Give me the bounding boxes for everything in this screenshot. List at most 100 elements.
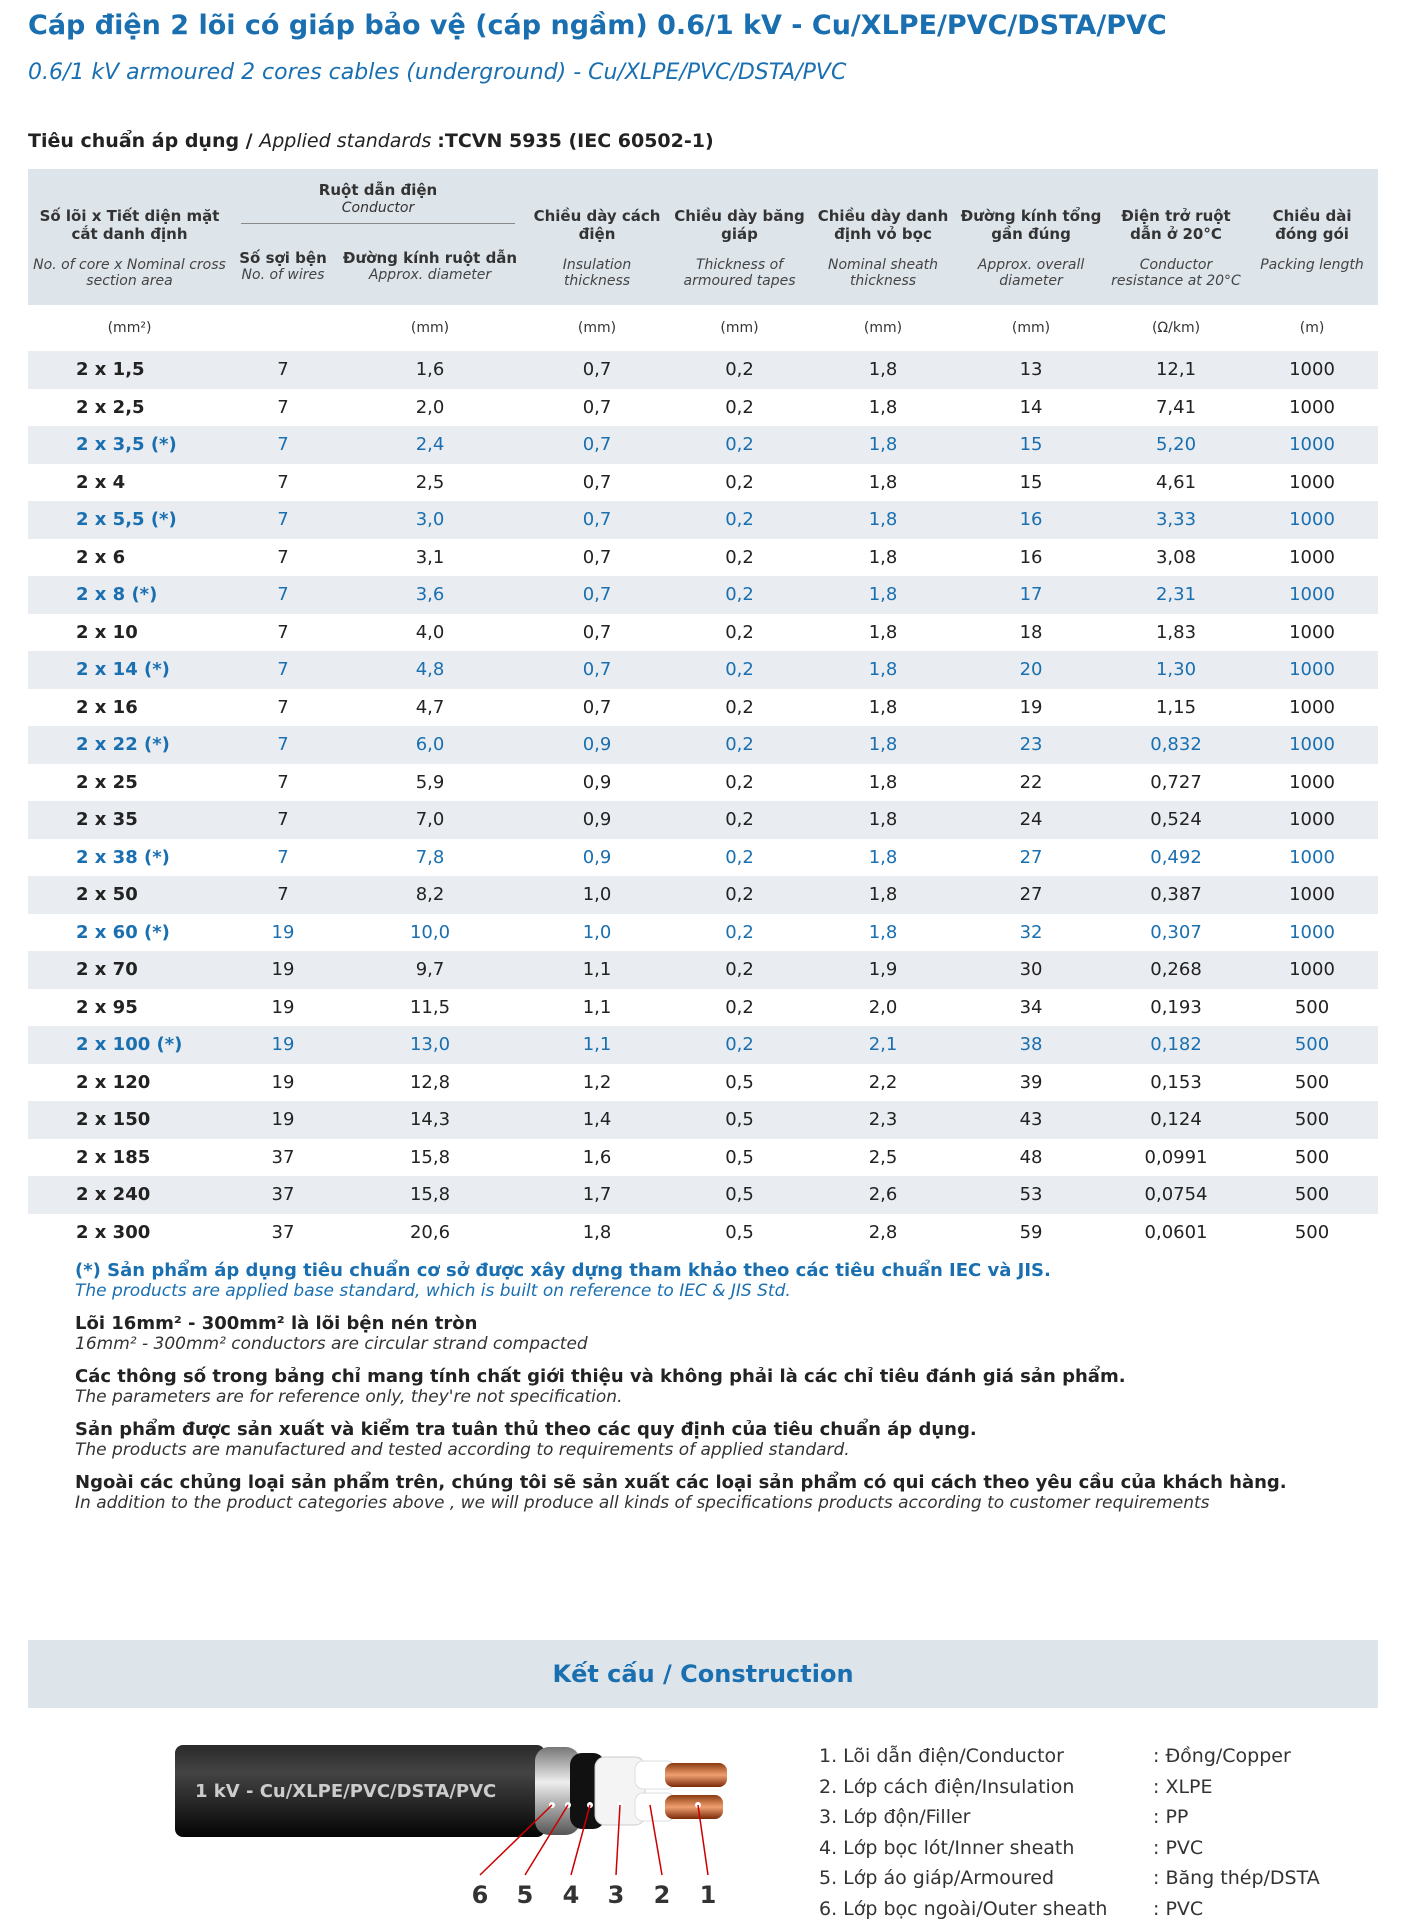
table-cell: 1000	[1246, 726, 1379, 764]
table-row: 2 x 4 7 2,5 0,7 0,2 1,8 15 4,61 1000	[28, 464, 1378, 502]
table-cell: 2 x 16	[76, 696, 138, 718]
table-cell: 20	[956, 651, 1107, 689]
table-cell: 0,5	[725, 1071, 754, 1093]
table-row: 2 x 70 19 9,7 1,1 0,2 1,9 30 0,268 1000	[28, 951, 1379, 989]
table-cell: 0,2	[725, 546, 754, 568]
table-cell: 7	[277, 546, 289, 568]
table-cell: 1000	[1246, 426, 1379, 464]
table-cell: 0,7	[582, 396, 612, 418]
table-row: 2 x 5,5 (*) 7 3,0 0,7 0,2 1,8 16 3,33 1000	[28, 501, 1379, 539]
table-cell: 7,0	[335, 801, 526, 839]
table-cell: 18	[1019, 621, 1043, 643]
column-header-en: Insulation thickness	[525, 249, 670, 305]
column-header-en: Số sợi bện No. of wires	[231, 249, 335, 305]
table-cell: 2 x 22 (*)	[28, 726, 231, 764]
table-cell: 48	[1019, 1146, 1043, 1168]
table-cell: 0,2	[669, 951, 811, 989]
table-cell: 2 x 100 (*)	[28, 1026, 231, 1064]
table-cell: 1,6	[582, 1146, 612, 1168]
column-unit: (mm)	[863, 320, 903, 336]
column-header-en-text: Nominal sheath thickness	[827, 257, 939, 289]
table-cell: 1,1	[525, 1026, 670, 1064]
table-cell: 0,7	[525, 426, 670, 464]
table-cell: 0,5	[669, 1176, 811, 1214]
table-cell: 1000	[1246, 876, 1379, 914]
table-cell: 5,20	[1106, 426, 1247, 464]
table-cell: 13	[956, 351, 1107, 389]
table-cell: 19	[271, 921, 295, 943]
table-cell: 22	[1019, 771, 1043, 793]
table-cell: 7,8	[415, 846, 445, 868]
column-header-en: Thickness of armoured tapes	[669, 249, 811, 305]
filler	[594, 1756, 646, 1826]
table-cell: 2,3	[810, 1101, 957, 1139]
table-cell: 37	[271, 1221, 295, 1243]
table-cell: 2 x 4	[76, 471, 126, 493]
table-cell: 27	[956, 876, 1107, 914]
column-header-vi: Số lõi x Tiết diện mặt cắt danh định	[28, 169, 231, 249]
standard-italic: Applied standards	[259, 130, 438, 152]
note-en: 16mm² - 300mm² conductors are circular s…	[75, 1334, 588, 1354]
table-cell: 2,0	[415, 396, 445, 418]
table-row: 2 x 240 37 15,8 1,7 0,5 2,6 53 0,0754 500	[28, 1176, 1379, 1214]
table-cell: 1000	[1246, 801, 1379, 839]
table-cell: 27	[1019, 846, 1043, 868]
column-unit: (mm²)	[107, 320, 152, 336]
note-en: The parameters are for reference only, t…	[75, 1387, 623, 1407]
table-cell: 1000	[1246, 501, 1379, 539]
table-cell: 1,0	[582, 921, 612, 943]
table-cell: 30	[956, 951, 1107, 989]
table-cell: 2,1	[810, 1026, 957, 1064]
table-cell: 1,8	[810, 351, 957, 389]
table-cell: 2 x 240	[28, 1176, 231, 1214]
table-cell: 3,6	[335, 576, 526, 614]
table-cell: 32	[1019, 921, 1043, 943]
table-cell: 7	[231, 801, 335, 839]
column-header-vi: Chiều dày băng giáp	[669, 169, 811, 249]
table-cell: 2 x 185	[76, 1146, 151, 1168]
table-cell: 2 x 300	[76, 1221, 151, 1243]
table-cell: 0,268	[1106, 951, 1247, 989]
group-en: Conductor	[341, 200, 415, 216]
table-cell: 24	[956, 801, 1107, 839]
table-cell: 1,30	[1106, 651, 1247, 689]
table-cell: 0,2	[669, 726, 811, 764]
table-cell: 8,2	[335, 876, 526, 914]
table-row: 2 x 14 (*) 7 4,8 0,7 0,2 1,8 20 1,30 1000	[28, 651, 1379, 689]
table-row: 2 x 120 19 12,8 1,2 0,5 2,2 39 0,153 500	[28, 1064, 1378, 1102]
table-cell: 1,8	[810, 726, 957, 764]
table-cell: 1000	[1289, 771, 1335, 793]
table-cell: 10,0	[409, 921, 451, 943]
column-header-en: Conductor resistance at 20°C	[1106, 249, 1247, 305]
note-en: In addition to the product categories ab…	[75, 1493, 1210, 1513]
item-name: 6. Lớp bọc ngoài/Outer sheath	[819, 1897, 1108, 1920]
table-cell: 2 x 2,5	[76, 396, 145, 418]
table-cell: 0,307	[1150, 921, 1202, 943]
table-cell: 0,2	[725, 471, 754, 493]
table-cell: 19	[231, 1026, 335, 1064]
construction-item: 1. Lõi dẫn điện/Conductor: Đồng/Copper	[819, 1745, 1320, 1776]
table-cell: 2,5	[415, 471, 445, 493]
column-unit: (mm)	[577, 320, 617, 336]
table-cell: 0,2	[725, 621, 754, 643]
table-cell: 1,8	[868, 696, 898, 718]
table-cell: 1,8	[868, 546, 898, 568]
table-cell: 0,7	[525, 651, 670, 689]
table-cell: 14	[1019, 396, 1043, 418]
table-cell: 0,7	[525, 576, 670, 614]
table-cell: 0,5	[725, 1221, 754, 1243]
table-cell: 7	[231, 651, 335, 689]
unit-row: (mm²) (mm) (mm) (mm) (mm) (mm) (Ω/km) (m)	[28, 305, 1378, 351]
table-cell: 12,1	[1106, 351, 1247, 389]
callout-line	[697, 1804, 709, 1876]
header-row: Số lõi x Tiết diện mặt cắt danh định Ruột…	[28, 169, 1379, 249]
table-cell: 1000	[1246, 951, 1379, 989]
table-cell: 19	[231, 951, 335, 989]
column-unit: (mm)	[410, 320, 450, 336]
table-cell: 0,2	[669, 576, 811, 614]
table-cell: 7,41	[1155, 396, 1197, 418]
table-cell: 500	[1294, 1071, 1330, 1093]
table-cell: 0,2	[669, 1026, 811, 1064]
table-cell: 0,2	[669, 426, 811, 464]
table-cell: 7	[277, 846, 289, 868]
